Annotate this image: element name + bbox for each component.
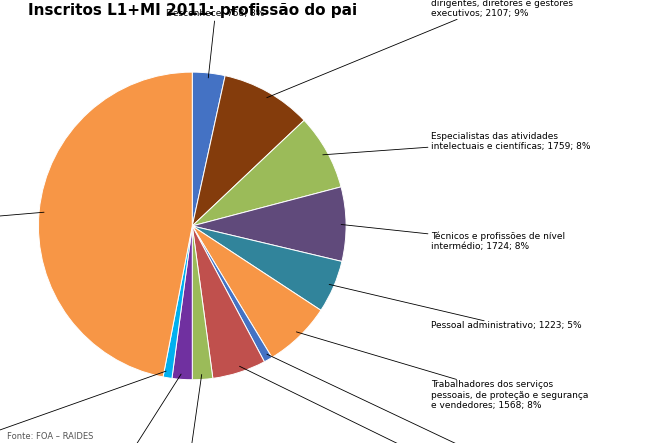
Wedge shape <box>192 72 225 226</box>
Text: Trabalhadores qualificados da
indústria, construção e artífices;
1245; 6%: Trabalhadores qualificados da indústria,… <box>239 366 577 443</box>
Text: Representantes do poder
legislativo e de órgãos executivos,
dirigentes, diretore: Representantes do poder legislativo e de… <box>267 0 587 98</box>
Wedge shape <box>192 226 213 380</box>
Text: Especialistas das atividades
intelectuais e científicas; 1759; 8%: Especialistas das atividades intelectuai… <box>323 132 590 155</box>
Text: Outra situação; 10383; 47%: Outra situação; 10383; 47% <box>0 212 44 230</box>
Wedge shape <box>192 226 321 358</box>
Wedge shape <box>192 76 304 226</box>
Text: Operadores de instalações
máquinas e trabalhadores da
montagem; 472; 2%: Operadores de instalações máquinas e tra… <box>118 374 251 443</box>
Wedge shape <box>192 120 341 226</box>
Text: Agricultores e trabalhadores
qualificados da agricultura, da
pesca e da floresta: Agricultores e trabalhadores qualificado… <box>267 354 569 443</box>
Title: Inscritos L1+MI 2011: profissão do pai: Inscritos L1+MI 2011: profissão do pai <box>28 3 357 18</box>
Text: Pessoal administrativo; 1223; 5%: Pessoal administrativo; 1223; 5% <box>329 284 581 330</box>
Wedge shape <box>38 72 192 377</box>
Wedge shape <box>192 226 272 362</box>
Wedge shape <box>192 187 346 261</box>
Text: Profissões das Forças Armadas;
206; 1%: Profissões das Forças Armadas; 206; 1% <box>0 371 166 443</box>
Text: Desconhece; 758; 3%: Desconhece; 758; 3% <box>166 9 265 78</box>
Wedge shape <box>172 226 192 380</box>
Wedge shape <box>163 226 192 378</box>
Wedge shape <box>192 226 342 310</box>
Text: Fonte: FOA – RAIDES: Fonte: FOA – RAIDES <box>7 431 93 441</box>
Text: Trabalhadores dos serviços
pessoais, de proteção e segurança
e vendedores; 1568;: Trabalhadores dos serviços pessoais, de … <box>296 332 588 410</box>
Text: Técnicos e profissões de nível
intermédio; 1724; 8%: Técnicos e profissões de nível intermédi… <box>341 225 565 251</box>
Wedge shape <box>192 226 265 378</box>
Text: Trabalhadores não qualificados;
467; 2%: Trabalhadores não qualificados; 467; 2% <box>36 374 181 443</box>
